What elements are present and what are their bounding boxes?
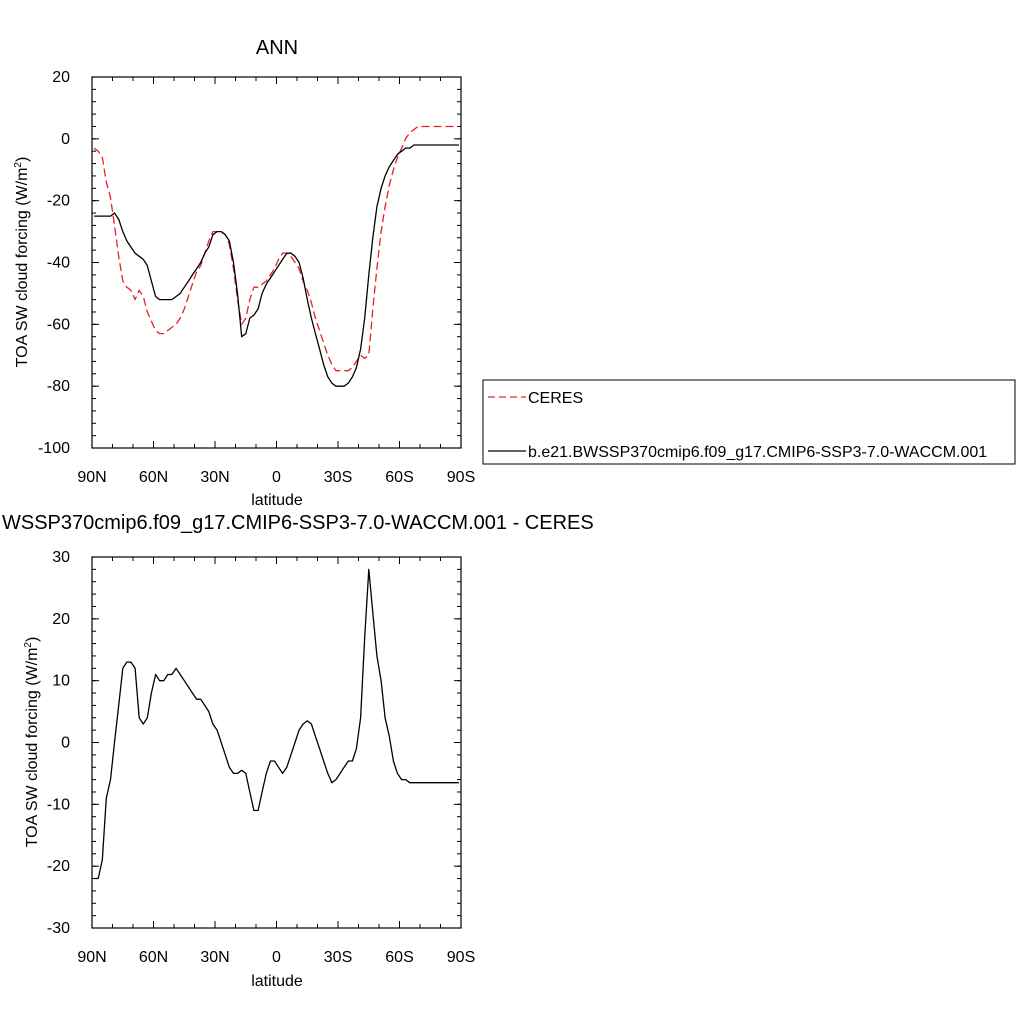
y-tick-label: 0: [61, 131, 70, 148]
legend: CERES b.e21.BWSSP370cmip6.f09_g17.CMIP6-…: [482, 379, 1016, 465]
x-tick-label: 60S: [385, 949, 413, 966]
bottom-y-axis-label: TOA SW cloud forcing (W/m2): [23, 637, 41, 848]
y-tick-label: 20: [52, 69, 70, 86]
top-chart-title: ANN: [256, 37, 298, 59]
bottom-series-lines: [94, 568, 459, 880]
top-x-tick-labels: 90N 60N 30N 0 30S 60S 90S: [77, 469, 475, 486]
y-tick-label: 30: [52, 549, 70, 566]
bottom-chart-title: WSSP370cmip6.f09_g17.CMIP6-SSP3-7.0-WACC…: [2, 512, 594, 534]
x-tick-label: 60N: [139, 469, 168, 486]
x-tick-label: 90S: [447, 469, 475, 486]
x-tick-label: 90S: [447, 949, 475, 966]
y-tick-label: -20: [47, 193, 70, 210]
bottom-x-tick-labels: 90N 60N 30N 0 30S 60S 90S: [77, 949, 475, 966]
legend-box: [482, 379, 1016, 465]
top-y-tick-labels: 20 0 -20 -40 -60 -80 -100: [38, 69, 70, 457]
top-series-lines: [93, 125, 459, 387]
top-axis-ticks: [91, 76, 462, 449]
y-tick-label: 10: [52, 673, 70, 690]
top-y-axis-label: TOA SW cloud forcing (W/m2): [13, 157, 31, 368]
y-tick-label: -100: [38, 440, 70, 457]
x-tick-label: 60N: [139, 949, 168, 966]
series-line-0: [94, 568, 459, 880]
y-tick-label: -10: [47, 796, 70, 813]
bottom-x-axis-label: latitude: [251, 973, 303, 990]
x-tick-label: 90N: [77, 469, 106, 486]
y-tick-label: -60: [47, 316, 70, 333]
x-tick-label: 0: [272, 469, 281, 486]
y-tick-label: 0: [61, 735, 70, 752]
y-tick-label: -80: [47, 378, 70, 395]
top-x-axis-label: latitude: [251, 492, 303, 509]
y-tick-label: -30: [47, 920, 70, 937]
x-tick-label: 90N: [77, 949, 106, 966]
legend-label-ceres: CERES: [528, 390, 583, 407]
series-line-1: [94, 144, 459, 387]
x-tick-label: 0: [272, 949, 281, 966]
top-chart-panel: ANN 20 0 -20 -40 -60 -80 -100 90N 60N 30N 0 30S 60S…: [13, 37, 1016, 509]
x-tick-label: 60S: [385, 469, 413, 486]
bottom-axis-ticks: [91, 556, 462, 929]
x-tick-label: 30N: [200, 469, 229, 486]
y-tick-label: 20: [52, 611, 70, 628]
legend-label-model: b.e21.BWSSP370cmip6.f09_g17.CMIP6-SSP3-7…: [528, 444, 987, 461]
bottom-chart-panel: WSSP370cmip6.f09_g17.CMIP6-SSP3-7.0-WACC…: [2, 512, 594, 990]
x-tick-label: 30S: [324, 469, 352, 486]
y-tick-label: -40: [47, 255, 70, 272]
y-tick-label: -20: [47, 858, 70, 875]
x-tick-label: 30N: [200, 949, 229, 966]
series-line-0: [93, 125, 459, 372]
x-tick-label: 30S: [324, 949, 352, 966]
bottom-plot-frame: [91, 556, 462, 929]
bottom-y-tick-labels: 30 20 10 0 -10 -20 -30: [47, 549, 70, 937]
